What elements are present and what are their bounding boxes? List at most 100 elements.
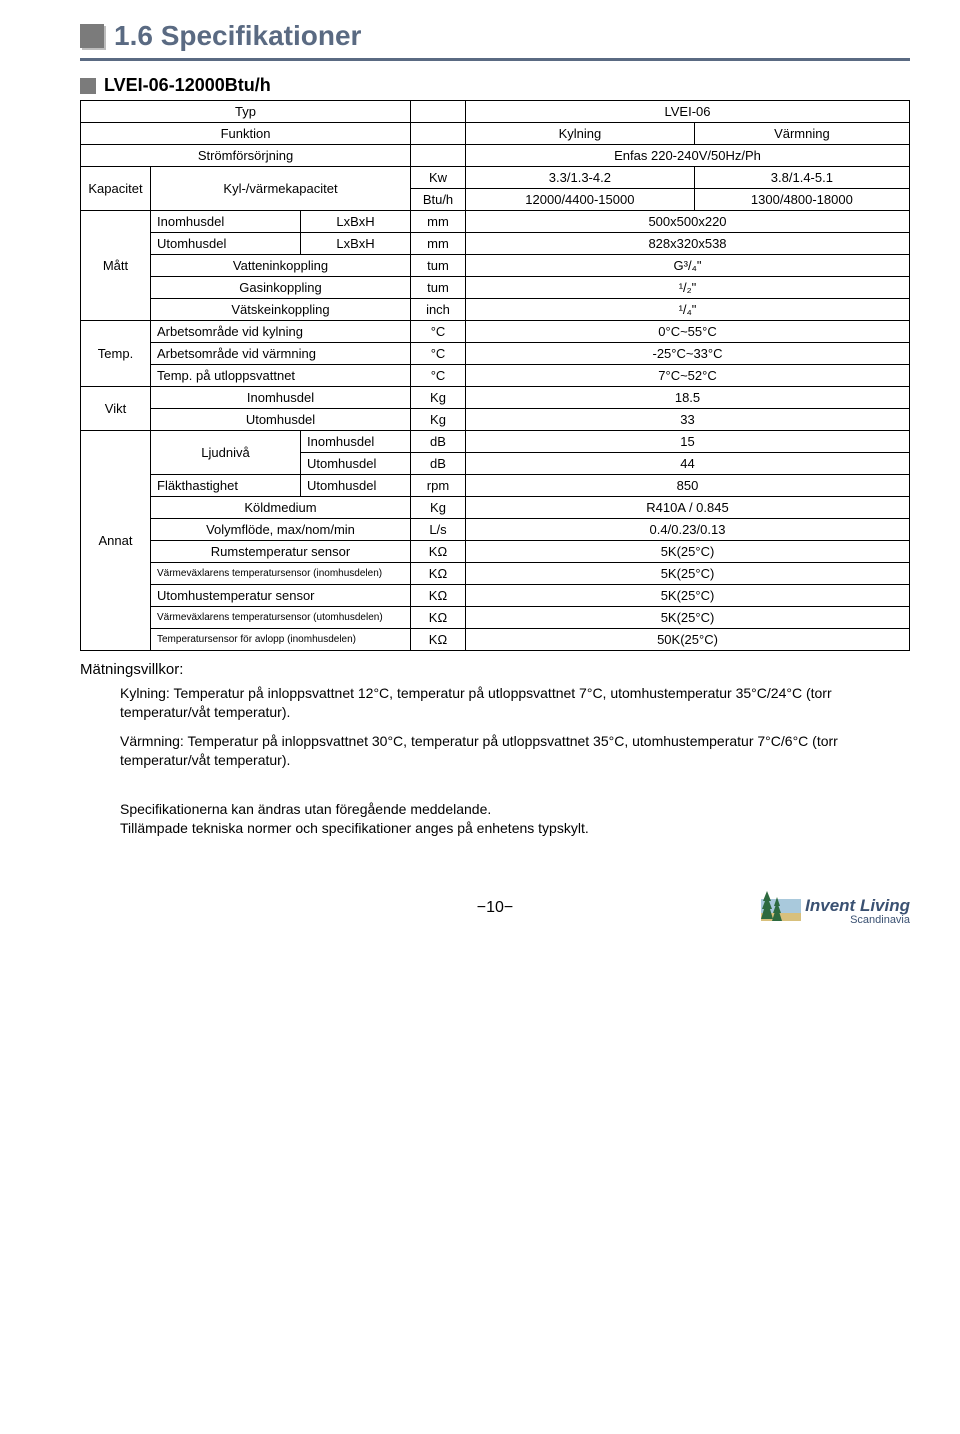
table-cell: Köldmedium bbox=[151, 497, 411, 519]
condition-heating: Värmning: Temperatur på inloppsvattnet 3… bbox=[120, 732, 910, 770]
table-cell: KΩ bbox=[411, 563, 466, 585]
table-cell: KΩ bbox=[411, 541, 466, 563]
table-cell: -25°C~33°C bbox=[466, 343, 910, 365]
table-cell: Temperatursensor för avlopp (inomhusdele… bbox=[151, 629, 411, 651]
conditions-heading: Mätningsvillkor: bbox=[80, 661, 910, 678]
table-cell: Kg bbox=[411, 497, 466, 519]
table-cell: 5K(25°C) bbox=[466, 563, 910, 585]
logo-sub: Scandinavia bbox=[805, 915, 910, 927]
table-cell: Mått bbox=[81, 211, 151, 321]
table-cell: LxBxH bbox=[301, 233, 411, 255]
table-cell: KΩ bbox=[411, 607, 466, 629]
table-cell: LxBxH bbox=[301, 211, 411, 233]
table-cell: Utomhusdel bbox=[151, 409, 411, 431]
table-row: AnnatLjudnivåInomhusdeldB15 bbox=[81, 431, 910, 453]
table-row: Temp.Arbetsområde vid kylning°C0°C~55°C bbox=[81, 321, 910, 343]
spec-table: TypLVEI-06FunktionKylningVärmningStrömfö… bbox=[80, 100, 910, 651]
table-cell: 5K(25°C) bbox=[466, 585, 910, 607]
table-cell: Utomhusdel bbox=[301, 475, 411, 497]
table-cell: Arbetsområde vid värmning bbox=[151, 343, 411, 365]
table-cell: Arbetsområde vid kylning bbox=[151, 321, 411, 343]
subtitle-row: LVEI-06-12000Btu/h bbox=[80, 75, 910, 96]
table-cell: Volymflöde, max/nom/min bbox=[151, 519, 411, 541]
table-cell: 44 bbox=[466, 453, 910, 475]
table-row: MåttInomhusdelLxBxHmm500x500x220 bbox=[81, 211, 910, 233]
table-cell: dB bbox=[411, 431, 466, 453]
table-cell: Kapacitet bbox=[81, 167, 151, 211]
table-cell: 3.8/1.4-5.1 bbox=[694, 167, 909, 189]
table-cell: dB bbox=[411, 453, 466, 475]
table-row: KapacitetKyl-/värmekapacitetKw3.3/1.3-4.… bbox=[81, 167, 910, 189]
table-cell: Enfas 220-240V/50Hz/Ph bbox=[466, 145, 910, 167]
table-cell: Kg bbox=[411, 387, 466, 409]
table-cell: mm bbox=[411, 211, 466, 233]
table-row: UtomhusdelKg33 bbox=[81, 409, 910, 431]
table-cell: Utomhustemperatur sensor bbox=[151, 585, 411, 607]
table-cell: R410A / 0.845 bbox=[466, 497, 910, 519]
table-cell: 18.5 bbox=[466, 387, 910, 409]
table-cell: L/s bbox=[411, 519, 466, 541]
table-cell: 850 bbox=[466, 475, 910, 497]
table-cell: Kylning bbox=[466, 123, 695, 145]
table-row: Temp. på utloppsvattnet°C7°C~52°C bbox=[81, 365, 910, 387]
table-cell: 15 bbox=[466, 431, 910, 453]
table-cell: Annat bbox=[81, 431, 151, 651]
section-title-row: 1.6 Specifikationer bbox=[80, 20, 910, 52]
table-cell: tum bbox=[411, 255, 466, 277]
table-row: VatteninkopplingtumG³/₄" bbox=[81, 255, 910, 277]
table-cell: inch bbox=[411, 299, 466, 321]
table-cell: 50K(25°C) bbox=[466, 629, 910, 651]
trees-icon bbox=[755, 885, 801, 927]
table-row: UtomhusdelLxBxHmm828x320x538 bbox=[81, 233, 910, 255]
table-row: Temperatursensor för avlopp (inomhusdele… bbox=[81, 629, 910, 651]
table-cell: 1300/4800-18000 bbox=[694, 189, 909, 211]
table-cell: 12000/4400-15000 bbox=[466, 189, 695, 211]
table-row: Gasinkopplingtum¹/₂" bbox=[81, 277, 910, 299]
table-cell: Btu/h bbox=[411, 189, 466, 211]
title-underline bbox=[80, 58, 910, 61]
table-row: Rumstemperatur sensorKΩ5K(25°C) bbox=[81, 541, 910, 563]
table-cell: 33 bbox=[466, 409, 910, 431]
table-cell bbox=[411, 145, 466, 167]
logo-text: Invent Living Scandinavia bbox=[805, 897, 910, 926]
table-row: Volymflöde, max/nom/minL/s0.4/0.23/0.13 bbox=[81, 519, 910, 541]
subtitle-bullet-icon bbox=[80, 78, 96, 94]
table-cell: Kyl-/värmekapacitet bbox=[151, 167, 411, 211]
table-cell: Gasinkoppling bbox=[151, 277, 411, 299]
table-cell: 5K(25°C) bbox=[466, 607, 910, 629]
table-cell: 0.4/0.23/0.13 bbox=[466, 519, 910, 541]
table-cell: Funktion bbox=[81, 123, 411, 145]
table-cell: Strömförsörjning bbox=[81, 145, 411, 167]
table-cell: Kg bbox=[411, 409, 466, 431]
note-line: Specifikationerna kan ändras utan föregå… bbox=[120, 800, 910, 839]
table-cell: rpm bbox=[411, 475, 466, 497]
table-cell: Värmning bbox=[694, 123, 909, 145]
table-cell: °C bbox=[411, 365, 466, 387]
table-cell: G³/₄" bbox=[466, 255, 910, 277]
table-cell: Typ bbox=[81, 101, 411, 123]
table-row: KöldmediumKgR410A / 0.845 bbox=[81, 497, 910, 519]
table-cell: KΩ bbox=[411, 629, 466, 651]
table-cell: 0°C~55°C bbox=[466, 321, 910, 343]
table-cell: ¹/₂" bbox=[466, 277, 910, 299]
table-cell: Temp. på utloppsvattnet bbox=[151, 365, 411, 387]
table-row: Strömförsörjning Enfas 220-240V/50Hz/Ph bbox=[81, 145, 910, 167]
table-cell: Temp. bbox=[81, 321, 151, 387]
condition-cooling: Kylning: Temperatur på inloppsvattnet 12… bbox=[120, 684, 910, 722]
table-cell: 5K(25°C) bbox=[466, 541, 910, 563]
table-cell: Vatteninkoppling bbox=[151, 255, 411, 277]
table-cell: 500x500x220 bbox=[466, 211, 910, 233]
table-cell: ¹/₄" bbox=[466, 299, 910, 321]
table-row: Vätskeinkopplinginch¹/₄" bbox=[81, 299, 910, 321]
table-row: Värmeväxlarens temperatursensor (inomhus… bbox=[81, 563, 910, 585]
table-row: Funktion KylningVärmning bbox=[81, 123, 910, 145]
table-cell: Kw bbox=[411, 167, 466, 189]
table-cell: mm bbox=[411, 233, 466, 255]
table-cell: Vikt bbox=[81, 387, 151, 431]
table-cell: Utomhusdel bbox=[151, 233, 301, 255]
table-cell: Fläkthastighet bbox=[151, 475, 301, 497]
table-cell: Värmeväxlarens temperatursensor (inomhus… bbox=[151, 563, 411, 585]
table-row: ViktInomhusdelKg18.5 bbox=[81, 387, 910, 409]
table-row: TypLVEI-06 bbox=[81, 101, 910, 123]
table-row: FläkthastighetUtomhusdelrpm850 bbox=[81, 475, 910, 497]
